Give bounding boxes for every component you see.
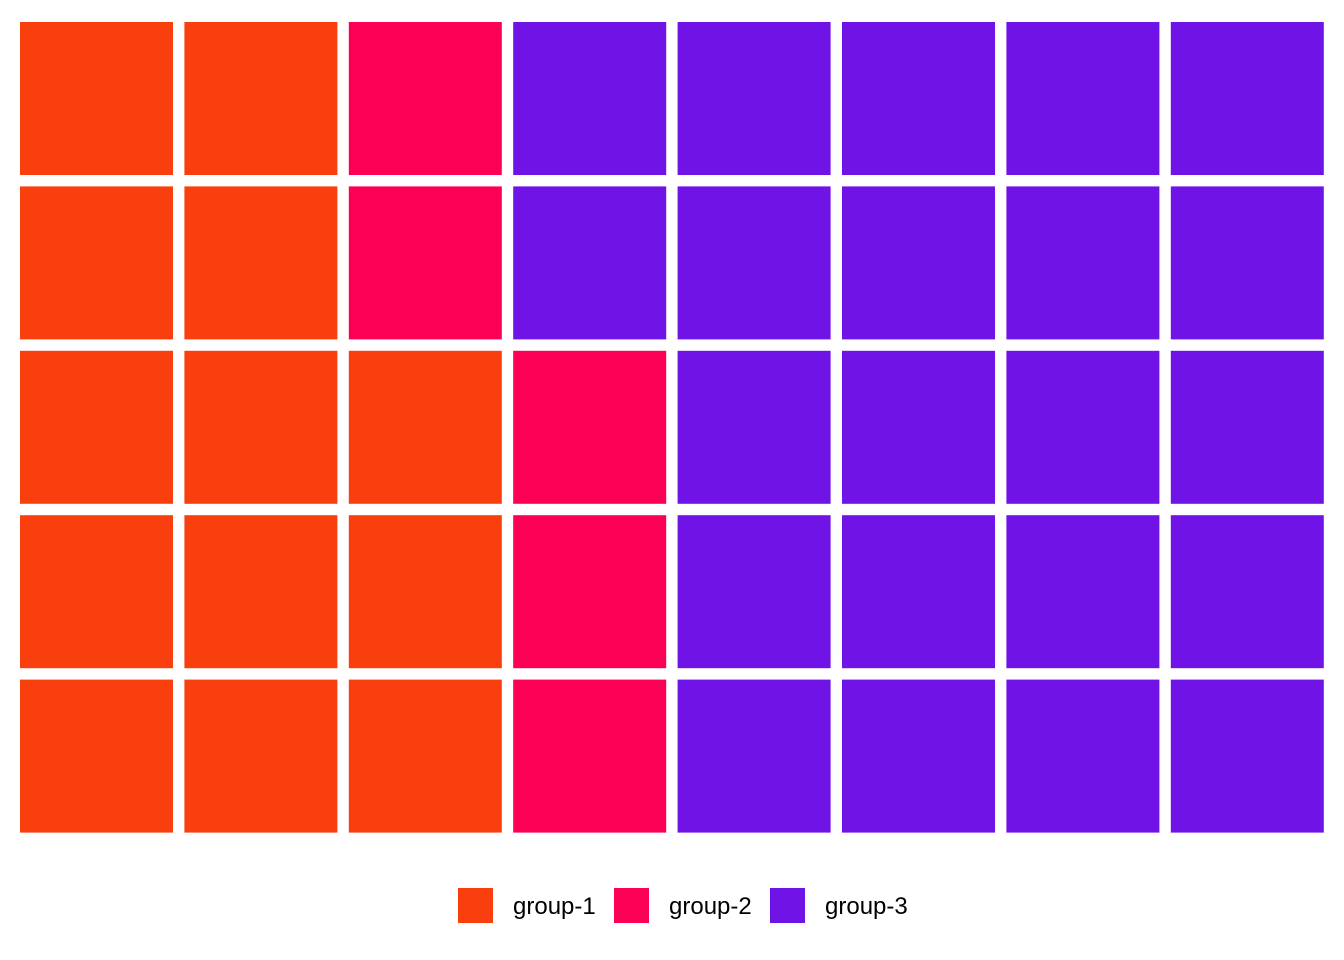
waffle-cell-group-3 xyxy=(1006,186,1160,340)
waffle-cell-group-2 xyxy=(513,679,667,833)
waffle-cell-group-3 xyxy=(1006,515,1160,669)
waffle-cell-group-1 xyxy=(20,515,173,669)
waffle-cell-group-3 xyxy=(1170,515,1324,669)
legend-item-group-1: group-1 xyxy=(458,888,596,923)
waffle-cell-group-3 xyxy=(677,350,831,504)
waffle-cell-group-1 xyxy=(20,22,173,175)
waffle-panel xyxy=(20,22,1324,833)
waffle-cell-group-3 xyxy=(677,679,831,833)
waffle-cell-group-1 xyxy=(348,679,502,833)
waffle-cell-group-1 xyxy=(184,515,338,669)
waffle-cell-group-3 xyxy=(677,22,831,175)
waffle-cell-group-2 xyxy=(513,350,667,504)
waffle-cell-group-3 xyxy=(842,515,995,669)
waffle-cell-group-3 xyxy=(513,22,667,175)
waffle-cell-group-3 xyxy=(513,186,667,340)
waffle-cell-group-1 xyxy=(20,350,173,504)
waffle-cell-group-3 xyxy=(842,186,995,340)
waffle-cell-group-3 xyxy=(677,515,831,669)
waffle-cell-group-3 xyxy=(1170,350,1324,504)
waffle-cell-group-1 xyxy=(20,679,173,833)
legend: group-1 group-2 group-3 xyxy=(458,888,908,923)
legend-key-group-2 xyxy=(614,888,649,923)
legend-item-group-2: group-2 xyxy=(614,888,752,923)
waffle-cell-group-1 xyxy=(184,186,338,340)
waffle-cell-group-1 xyxy=(348,515,502,669)
waffle-cell-group-2 xyxy=(513,515,667,669)
legend-item-group-3: group-3 xyxy=(770,888,908,923)
waffle-cell-group-3 xyxy=(677,186,831,340)
waffle-cell-group-1 xyxy=(184,350,338,504)
waffle-cell-group-3 xyxy=(842,350,995,504)
waffle-cell-group-3 xyxy=(842,22,995,175)
waffle-cell-group-3 xyxy=(1006,22,1160,175)
legend-label-group-3: group-3 xyxy=(825,893,908,920)
waffle-cell-group-1 xyxy=(20,186,173,340)
waffle-cell-group-3 xyxy=(1170,186,1324,340)
legend-label-group-1: group-1 xyxy=(513,893,596,920)
waffle-cell-group-2 xyxy=(348,22,502,175)
waffle-cell-group-1 xyxy=(184,22,338,175)
waffle-cell-group-3 xyxy=(1170,679,1324,833)
legend-key-group-1 xyxy=(458,888,493,923)
waffle-cell-group-2 xyxy=(348,186,502,340)
waffle-cell-group-3 xyxy=(1006,350,1160,504)
waffle-cell-group-1 xyxy=(348,350,502,504)
legend-label-group-2: group-2 xyxy=(669,893,752,920)
legend-key-group-3 xyxy=(770,888,805,923)
waffle-cell-group-3 xyxy=(1170,22,1324,175)
waffle-cell-group-3 xyxy=(842,679,995,833)
waffle-cell-group-1 xyxy=(184,679,338,833)
waffle-cell-group-3 xyxy=(1006,679,1160,833)
